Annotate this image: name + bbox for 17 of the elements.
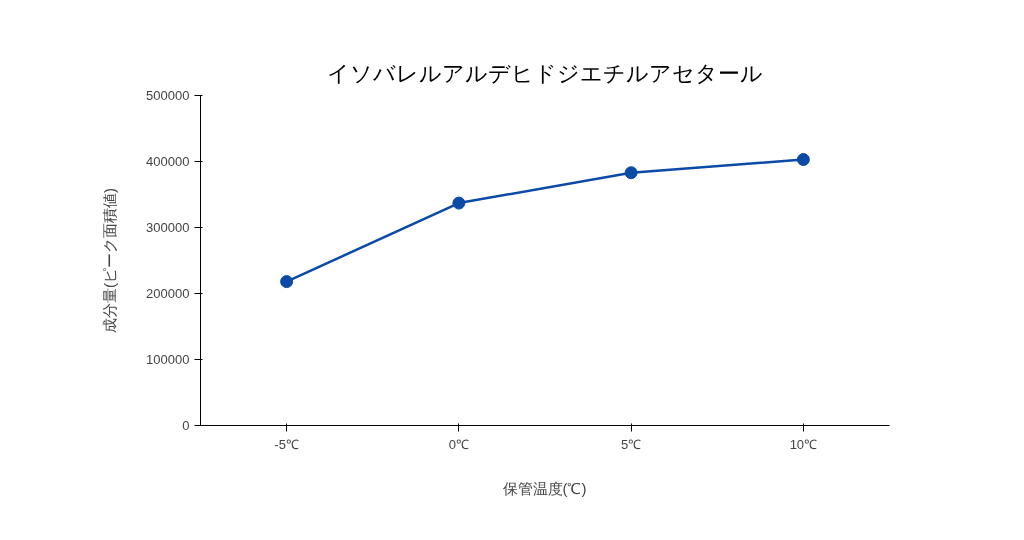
y-tick-label: 500000 (146, 88, 190, 103)
y-tick-label: 200000 (146, 286, 190, 301)
y-axis-title: 成分量(ピーク面積値) (101, 188, 119, 333)
y-tick-label: 300000 (146, 220, 190, 235)
chart-title: イソバレルアルデヒドジエチルアセタール (327, 60, 763, 86)
point (452, 196, 466, 210)
point (796, 153, 810, 167)
point (280, 275, 294, 289)
y-tick-label: 400000 (146, 154, 190, 169)
x-tick-label: 10℃ (789, 436, 818, 452)
y-tick-label: 100000 (146, 352, 190, 367)
x-tick-label: -5℃ (274, 436, 299, 452)
x-tick-label: 5℃ (621, 436, 642, 452)
point (624, 166, 638, 180)
x-axis-title: 保管温度(℃) (502, 479, 587, 497)
y-tick-label: 0 (182, 418, 190, 433)
x-tick-label: 0℃ (448, 436, 469, 452)
